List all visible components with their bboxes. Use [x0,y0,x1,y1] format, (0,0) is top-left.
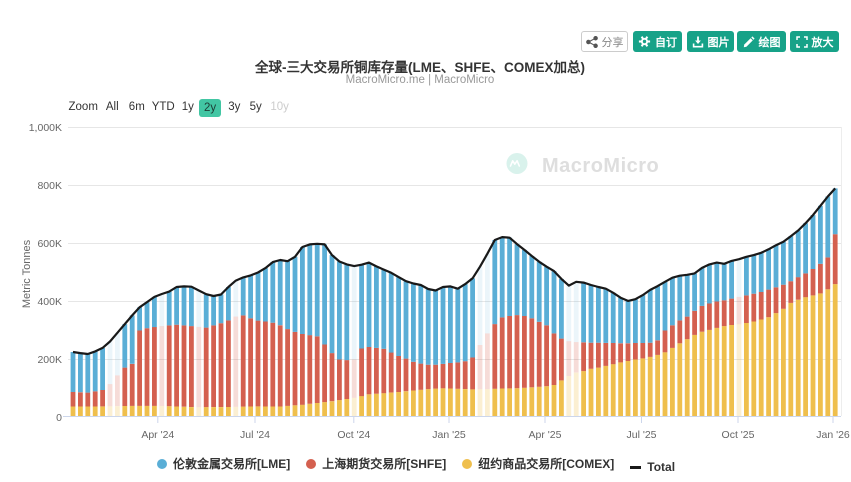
svg-text:Oct '25: Oct '25 [722,429,755,441]
svg-text:600K: 600K [37,238,62,250]
svg-text:MacroMicro: MacroMicro [542,155,659,177]
svg-text:Oct '24: Oct '24 [337,429,370,441]
svg-text:200K: 200K [37,354,62,366]
svg-text:Jul '24: Jul '24 [240,429,270,441]
svg-text:Jul '25: Jul '25 [626,429,656,441]
svg-text:Metric Tonnes: Metric Tonnes [21,239,33,308]
svg-text:1,000K: 1,000K [29,122,62,134]
svg-text:Apr '24: Apr '24 [141,429,174,441]
svg-text:800K: 800K [37,180,62,192]
svg-text:Jan '26: Jan '26 [816,429,850,441]
svg-text:0: 0 [56,412,62,424]
svg-text:Apr '25: Apr '25 [529,429,562,441]
svg-text:400K: 400K [37,296,62,308]
svg-text:Jan '25: Jan '25 [432,429,466,441]
